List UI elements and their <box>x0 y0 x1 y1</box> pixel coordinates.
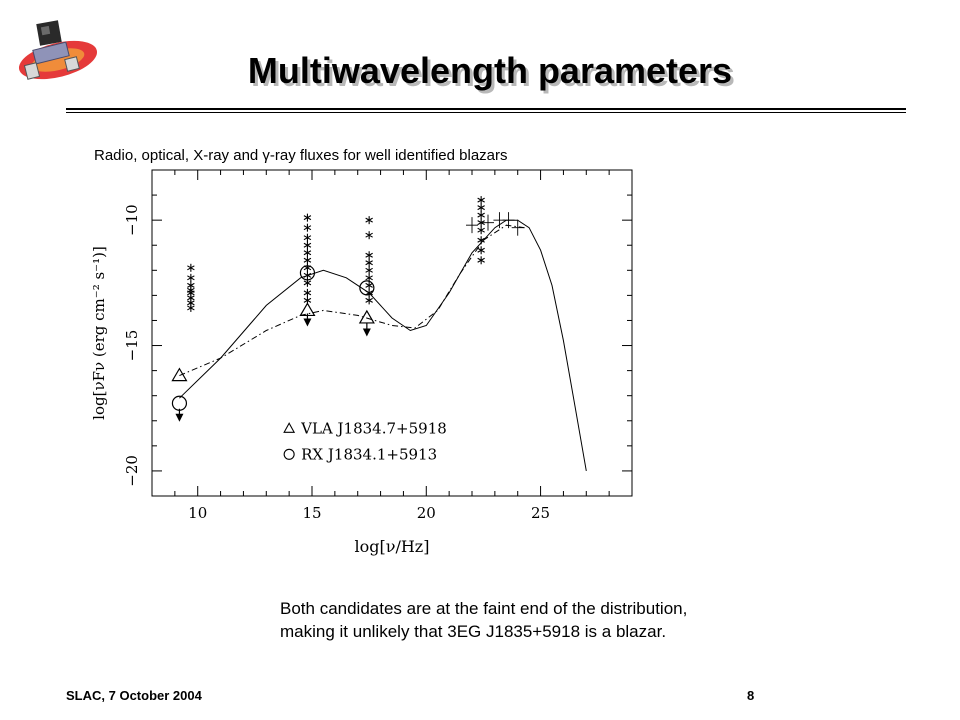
legend-label: RX J1834.1+5913 <box>301 445 437 463</box>
asterisk-point <box>303 241 312 250</box>
cross-point <box>511 219 524 236</box>
y-tick-label: −20 <box>123 455 141 487</box>
asterisk-point <box>187 273 195 282</box>
circle-point <box>171 395 188 411</box>
asterisk-point <box>303 256 312 265</box>
legend-label: VLA J1834.7+5918 <box>300 419 447 437</box>
asterisk-point <box>365 296 373 305</box>
x-tick-label: 15 <box>302 504 321 522</box>
asterisk-point <box>477 203 485 212</box>
asterisk-point <box>365 216 373 225</box>
upper-limit-arrow <box>175 413 184 422</box>
asterisk-point <box>477 218 485 227</box>
asterisk-point <box>303 278 312 287</box>
upper-limit-arrow <box>303 318 312 327</box>
asterisk-point <box>365 231 373 240</box>
glast-satellite-icon <box>18 20 98 80</box>
cross-point <box>466 217 478 234</box>
upper-limit-arrow <box>362 328 371 337</box>
y-tick-label: −15 <box>123 330 141 362</box>
asterisk-point <box>187 263 195 272</box>
x-tick-label: 10 <box>188 504 207 522</box>
asterisk-point <box>365 281 373 290</box>
asterisk-point <box>477 236 485 245</box>
plot-frame <box>151 169 633 497</box>
x-tick-label: 25 <box>531 504 550 522</box>
asterisk-point <box>365 251 373 260</box>
conclusion-line-1: Both candidates are at the faint end of … <box>280 599 688 618</box>
asterisk-point <box>303 223 312 232</box>
title-divider-thin <box>66 112 906 113</box>
footer-date: SLAC, 7 October 2004 <box>66 688 202 703</box>
asterisk-point <box>303 248 312 257</box>
asterisk-point <box>303 213 312 222</box>
conclusion-line-2: making it unlikely that 3EG J1835+5918 i… <box>280 622 667 641</box>
legend-triangle-marker <box>283 422 296 433</box>
x-axis-label: log[ν/Hz] <box>355 537 430 556</box>
cross-point <box>502 212 515 229</box>
asterisk-point <box>303 288 312 297</box>
asterisk-point <box>303 263 312 272</box>
asterisk-point <box>365 258 373 267</box>
conclusion-note: Both candidates are at the faint end of … <box>280 597 840 643</box>
asterisk-point <box>477 196 485 205</box>
x-tick-label: 20 <box>417 504 436 522</box>
asterisk-point <box>303 271 312 280</box>
sed-chart: 10 15 20 25 −10 −15 −20 log[ν/Hz] log[νFν (erg c… <box>90 169 633 556</box>
circle-point <box>359 280 375 296</box>
asterisk-point <box>477 246 485 255</box>
model-curve-dashdot <box>179 224 525 377</box>
asterisk-point <box>187 303 195 312</box>
page-number: 8 <box>747 688 755 703</box>
title-divider <box>66 108 906 110</box>
triangle-point <box>358 309 375 324</box>
chart-title: Radio, optical, X-ray and γ-ray fluxes f… <box>94 147 508 164</box>
page-title: Multiwavelength parameters <box>247 50 733 91</box>
asterisk-point <box>477 226 485 235</box>
y-tick-label: −10 <box>123 204 141 236</box>
cross-point <box>482 214 494 231</box>
asterisk-point <box>303 233 312 242</box>
triangle-point <box>171 367 188 382</box>
legend-circle-marker <box>283 448 295 460</box>
asterisk-point <box>477 256 485 265</box>
asterisk-point <box>303 296 312 305</box>
y-axis-label: log[νFν (erg cm⁻² s⁻¹)] <box>90 246 108 420</box>
asterisk-point <box>365 266 373 275</box>
asterisk-point <box>477 211 485 220</box>
asterisk-point <box>365 273 373 282</box>
asterisk-point <box>365 288 373 297</box>
